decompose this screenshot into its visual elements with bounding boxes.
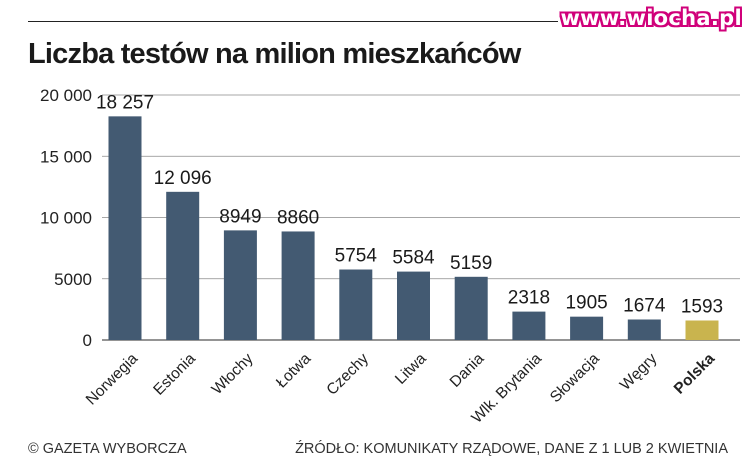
y-tick-label: 15 000: [40, 147, 92, 166]
data-label: 8860: [277, 207, 319, 228]
y-tick-label: 5000: [54, 270, 92, 289]
bar: [454, 276, 488, 340]
data-label: 1674: [623, 295, 666, 316]
data-label: 1905: [565, 293, 607, 314]
bar: [339, 269, 373, 340]
bar: [627, 319, 661, 340]
bar: [166, 191, 200, 340]
data-label: 5754: [335, 246, 378, 267]
x-tick-label: Słowacja: [547, 350, 603, 406]
footer-source: ŹRÓDŁO: KOMUNIKATY RZĄDOWE, DANE Z 1 LUB…: [295, 441, 728, 457]
x-tick-label: Łotwa: [273, 350, 315, 392]
watermark-logo: www.wiocha.pl: [560, 6, 742, 30]
y-tick-label: 0: [83, 331, 92, 350]
data-label: 5584: [392, 248, 435, 269]
bar: [108, 116, 142, 341]
data-label: 12 096: [154, 168, 212, 189]
bar: [685, 320, 719, 340]
bar: [570, 316, 604, 340]
x-tick-label: Estonia: [150, 350, 199, 399]
y-tick-label: 20 000: [40, 86, 92, 105]
data-label: 2318: [508, 288, 550, 309]
data-label: 18 257: [96, 92, 154, 113]
chart-title: Liczba testów na milion mieszkańców: [28, 38, 521, 70]
x-tick-label: Norwegia: [83, 350, 142, 409]
x-tick-label: Litwa: [392, 350, 430, 388]
data-label: 8949: [219, 206, 261, 227]
x-tick-label: Węgry: [617, 350, 661, 394]
x-tick-label: Dania: [447, 350, 488, 391]
data-label: 1593: [681, 296, 723, 317]
bar: [281, 231, 315, 340]
y-tick-label: 10 000: [40, 209, 92, 228]
x-tick-label: Polska: [671, 350, 719, 398]
top-rule: [28, 21, 558, 22]
footer-credit: © GAZETA WYBORCZA: [28, 441, 187, 457]
x-tick-label: Włochy: [209, 350, 257, 398]
bar: [512, 311, 546, 340]
data-label: 5159: [450, 253, 492, 274]
bar: [397, 271, 430, 340]
x-tick-label: Czechy: [323, 350, 372, 399]
bar: [223, 230, 257, 340]
